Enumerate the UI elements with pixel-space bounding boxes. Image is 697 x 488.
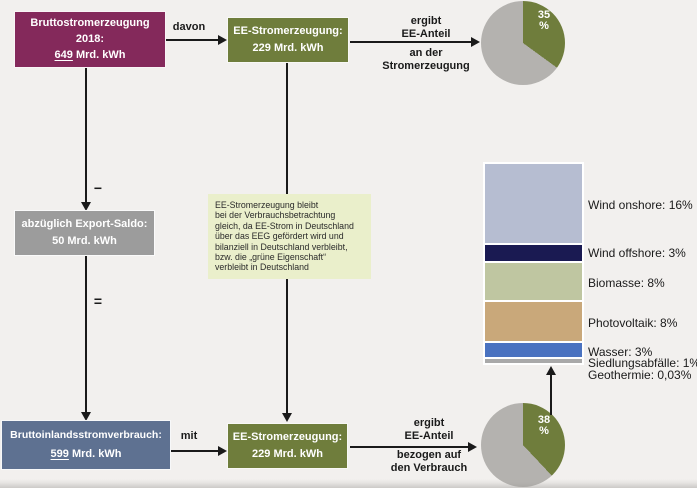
bar-label-biomasse: Biomasse: 8% bbox=[588, 276, 665, 290]
box-value: 649 Mrd. kWh bbox=[17, 49, 163, 62]
box-line: EE-Stromerzeugung: bbox=[233, 24, 343, 37]
note-line: EE-Stromerzeugung bleibt bbox=[215, 200, 319, 210]
note-line: über das EEG gefördert wird und bbox=[215, 231, 344, 242]
bar-label-wasser: Wasser: 3% bbox=[588, 345, 653, 359]
note-line: gleich, da EE-Strom in Deutschland bbox=[215, 220, 354, 231]
bar-segment-photovoltaik bbox=[485, 302, 582, 341]
box-ee-stromerzeugung-top: EE-Stromerzeugung: 229 Mrd. kWh bbox=[227, 17, 349, 63]
bar-segment-wind-offshore bbox=[485, 245, 582, 261]
result-line: an der bbox=[409, 47, 443, 59]
bar-segment-wind-onshore bbox=[485, 164, 582, 243]
equals-operator: = bbox=[93, 293, 103, 309]
arrowhead-right-icon bbox=[468, 442, 477, 452]
arrow-line bbox=[550, 374, 552, 415]
result-line: EE-Anteil bbox=[404, 430, 454, 442]
result-line: EE-Anteil bbox=[401, 28, 451, 40]
arrowhead-down-icon bbox=[81, 202, 91, 211]
box-line: Bruttoinlandsstromverbrauch: bbox=[10, 429, 162, 441]
result-line: ergibt bbox=[413, 417, 445, 429]
box-line: 2018: bbox=[75, 33, 105, 45]
arrow-line bbox=[85, 256, 87, 414]
box-value: 599 Mrd. kWh bbox=[4, 448, 168, 461]
arrow-line bbox=[350, 446, 470, 448]
stacked-bar-ee-mix bbox=[483, 162, 584, 365]
bar-segment-biomasse bbox=[485, 263, 582, 300]
result-line: bezogen auf bbox=[396, 449, 462, 461]
bar-segment-siedlungsabfaelle bbox=[485, 359, 582, 363]
bar-label-wind-offshore: Wind offshore: 3% bbox=[588, 246, 686, 260]
result-text-generation: ergibt EE-Anteil an der Stromerzeugung bbox=[352, 15, 500, 73]
edge-label-mit: mit bbox=[180, 430, 198, 442]
arrow-line bbox=[350, 41, 473, 43]
arrow-line bbox=[171, 450, 220, 452]
bar-label-photovoltaik: Photovoltaik: 8% bbox=[588, 316, 678, 330]
bar-label-siedlungsabfaelle: Siedlungsabfälle: 1% bbox=[588, 356, 697, 370]
bar-segment-wasser bbox=[485, 343, 582, 357]
pie-chart-ee-share-consumption: 38 % bbox=[481, 403, 565, 487]
pie-chart-ee-share-generation: 35 % bbox=[481, 1, 565, 85]
bar-label-geothermie: Geothermie: 0,03% bbox=[588, 368, 692, 382]
arrow-line bbox=[286, 63, 288, 194]
box-export-saldo: abzüglich Export-Saldo: 50 Mrd. kWh bbox=[14, 210, 155, 256]
box-line: 229 Mrd. kWh bbox=[252, 42, 324, 55]
note-line: bilanziell in Deutschland verbleibt, bbox=[215, 241, 348, 252]
arrow-line bbox=[166, 39, 220, 41]
pie-slice-label: 38 % bbox=[537, 414, 551, 437]
note-line: verbleibt in Deutschland bbox=[215, 262, 309, 273]
minus-operator: − bbox=[93, 180, 103, 196]
box-line: 229 Mrd. kWh bbox=[252, 448, 323, 461]
note-box-ee-explanation: EE-Stromerzeugung bleibt bei der Verbrau… bbox=[208, 194, 371, 279]
box-bruttostromerzeugung: Bruttostromerzeugung 2018: 649 Mrd. kWh bbox=[14, 11, 166, 68]
box-line: abzüglich Export-Saldo: bbox=[21, 217, 148, 230]
arrowhead-down-icon bbox=[282, 413, 292, 422]
result-line: ergibt bbox=[410, 15, 442, 27]
underlined-value: 649 bbox=[54, 49, 73, 61]
arrowhead-right-icon bbox=[218, 446, 227, 456]
pie-slice-label: 35 % bbox=[537, 9, 551, 32]
note-line: bzw. die „grüne Eigenschaft“ bbox=[215, 252, 327, 263]
arrowhead-right-icon bbox=[471, 37, 480, 47]
arrowhead-right-icon bbox=[218, 35, 227, 45]
arrowhead-down-icon bbox=[81, 412, 91, 421]
arrow-line bbox=[286, 278, 288, 415]
box-bruttoinlandsstromverbrauch: Bruttoinlandsstromverbrauch: 599 Mrd. kW… bbox=[1, 420, 171, 470]
result-line: den Verbrauch bbox=[390, 462, 468, 474]
arrowhead-up-icon bbox=[546, 366, 556, 375]
underlined-value: 599 bbox=[50, 448, 69, 460]
note-line: bei der Verbrauchsbetrachtung bbox=[215, 210, 336, 221]
value-unit: Mrd. kWh bbox=[72, 49, 126, 61]
arrow-line bbox=[85, 68, 87, 204]
result-line: Stromerzeugung bbox=[382, 60, 470, 72]
value-unit: Mrd. kWh bbox=[68, 448, 122, 460]
box-line: 50 Mrd. kWh bbox=[52, 235, 117, 248]
bar-label-wind-onshore: Wind onshore: 16% bbox=[588, 198, 693, 212]
result-text-consumption: ergibt EE-Anteil bezogen auf den Verbrau… bbox=[356, 417, 502, 475]
box-ee-stromerzeugung-bottom: EE-Stromerzeugung: 229 Mrd. kWh bbox=[227, 423, 348, 469]
bottom-edge-shadow bbox=[0, 479, 697, 488]
box-line: EE-Stromerzeugung: bbox=[232, 430, 343, 443]
box-line: Bruttostromerzeugung bbox=[30, 17, 150, 29]
edge-label-davon: davon bbox=[172, 21, 206, 33]
